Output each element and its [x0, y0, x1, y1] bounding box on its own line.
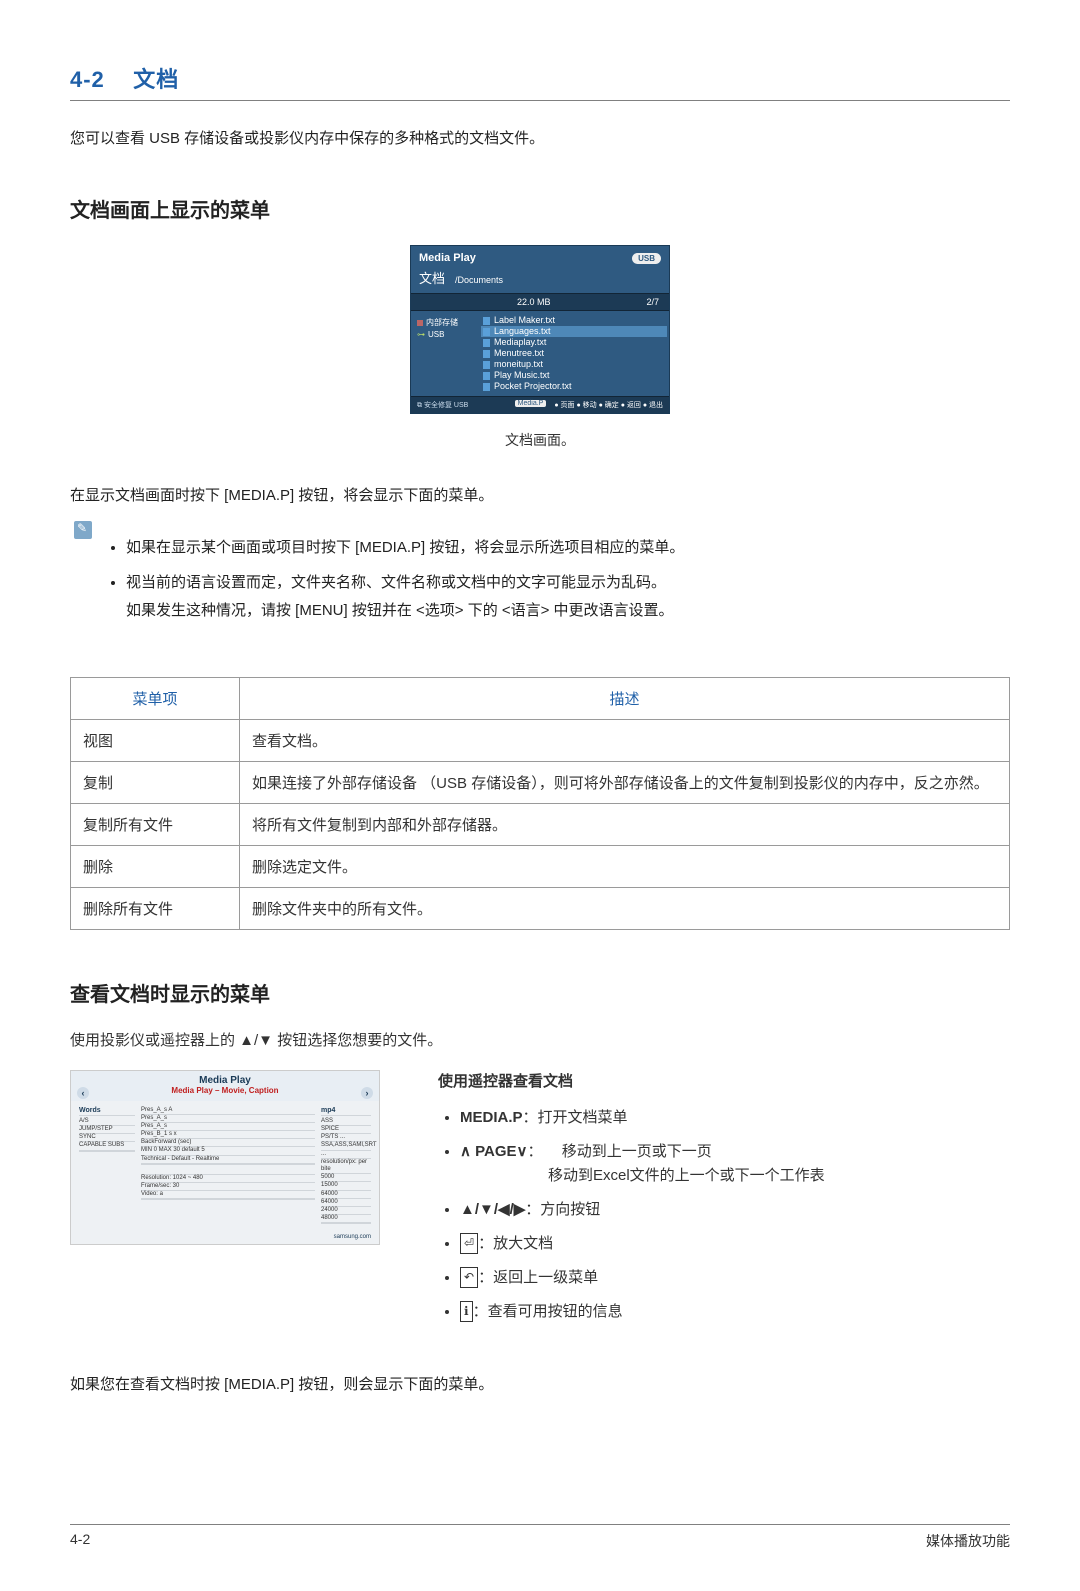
footer-pill: Media.P [515, 400, 547, 407]
remote-item: ↶：返回上一级菜单 [460, 1266, 1010, 1290]
table-row: 复制所有文件将所有文件复制到内部和外部存储器。 [71, 803, 1010, 845]
th-desc: 描述 [240, 677, 1010, 719]
section-title: 文档 [133, 67, 179, 92]
section-header: 4-2 文档 [70, 62, 1010, 101]
subheading-1: 文档画面上显示的菜单 [70, 194, 1010, 223]
pv-left-head: Words [79, 1107, 135, 1116]
cell-menu: 视图 [71, 719, 240, 761]
cell-menu: 删除 [71, 845, 240, 887]
preview-footer: samsung.com [71, 1232, 379, 1244]
document-icon [483, 317, 490, 325]
file-item: Label Maker.txt [481, 315, 667, 326]
footer-left: 4-2 [70, 1531, 90, 1551]
mediaplay-caption: 文档画面。 [505, 430, 575, 450]
note-icon [74, 521, 92, 539]
note-item: 视当前的语言设置而定，文件夹名称、文件名称或文档中的文字可能显示为乱码。如果发生… [126, 569, 684, 626]
intro-text: 您可以查看 USB 存储设备或投影仪内存中保存的多种格式的文档文件。 [70, 127, 1010, 148]
table-row: 视图查看文档。 [71, 719, 1010, 761]
footer-right: 媒体播放功能 [926, 1531, 1010, 1551]
sub2-intro: 使用投影仪或遥控器上的 ▲/▼ 按钮选择您想要的文件。 [70, 1029, 1010, 1050]
mediaplay-footer: ⧉ 安全修复 USB Media.P ● 页面 ● 移动 ● 确定 ● 返回 ●… [411, 396, 669, 413]
remote-item: ▲/▼/◀/▶：方向按钮 [460, 1198, 1010, 1222]
document-preview: Media Play Media Play – Movie, Caption ‹… [70, 1070, 380, 1339]
button-icon: ⏎ [460, 1233, 478, 1254]
next-page-icon: › [361, 1087, 373, 1099]
document-icon [483, 350, 490, 358]
document-icon [483, 339, 490, 347]
th-menu: 菜单项 [71, 677, 240, 719]
table-row: 删除所有文件删除文件夹中的所有文件。 [71, 887, 1010, 929]
cell-menu: 删除所有文件 [71, 887, 240, 929]
pv-right-head: mp4 [321, 1107, 371, 1116]
mediaplay-screenshot: Media Play USB 文档 /Documents 22.0 MB 2/7… [70, 245, 1010, 472]
size-value: 22.0 MB [517, 297, 551, 307]
section-number: 4-2 [70, 67, 105, 92]
breadcrumb-path: /Documents [455, 275, 503, 285]
file-list: Label Maker.txtLanguages.txtMediaplay.tx… [479, 311, 669, 396]
breadcrumb-category: 文档 [419, 268, 445, 287]
document-icon [483, 328, 490, 336]
table-row: 复制如果连接了外部存储设备 （USB 存储设备），则可将外部存储设备上的文件复制… [71, 761, 1010, 803]
mediaplay-breadcrumb: 文档 /Documents [411, 266, 669, 293]
remote-item: ∧ PAGE∨： 移动到上一页或下一页移动到Excel文件的上一个或下一个工作表 [460, 1140, 1010, 1188]
cell-desc: 删除选定文件。 [240, 845, 1010, 887]
file-item: Mediaplay.txt [481, 337, 667, 348]
note-item: 如果在显示某个画面或项目时按下 [MEDIA.P] 按钮，将会显示所选项目相应的… [126, 534, 684, 563]
bottom-text: 如果您在查看文档时按 [MEDIA.P] 按钮，则会显示下面的菜单。 [70, 1373, 1010, 1394]
remote-item: ℹ：查看可用按钮的信息 [460, 1300, 1010, 1324]
document-icon [483, 372, 490, 380]
body-text-1: 在显示文档画面时按下 [MEDIA.P] 按钮，将会显示下面的菜单。 [70, 484, 1010, 505]
size-row: 22.0 MB 2/7 [411, 293, 669, 311]
remote-item: MEDIA.P：打开文档菜单 [460, 1106, 1010, 1130]
remote-title: 使用遥控器查看文档 [438, 1070, 1010, 1091]
preview-title: Media Play [199, 1075, 251, 1086]
usb-badge: USB [632, 253, 661, 264]
file-item: Pocket Projector.txt [481, 381, 667, 392]
sidebar: 内部存储 ⊶USB [411, 311, 479, 396]
note-block: 如果在显示某个画面或项目时按下 [MEDIA.P] 按钮，将会显示所选项目相应的… [70, 519, 1010, 647]
document-icon [483, 383, 490, 391]
cell-desc: 将所有文件复制到内部和外部存储器。 [240, 803, 1010, 845]
file-item: Play Music.txt [481, 370, 667, 381]
page-value: 2/7 [646, 297, 659, 307]
sidebar-internal: 内部存储 [426, 317, 458, 328]
remote-item: ⏎：放大文档 [460, 1232, 1010, 1256]
cell-menu: 复制所有文件 [71, 803, 240, 845]
button-icon: ℹ [460, 1301, 473, 1322]
document-icon [483, 361, 490, 369]
prev-page-icon: ‹ [77, 1087, 89, 1099]
file-item: Languages.txt [481, 326, 667, 337]
cell-desc: 删除文件夹中的所有文件。 [240, 887, 1010, 929]
page-footer: 4-2 媒体播放功能 [70, 1524, 1010, 1551]
cell-menu: 复制 [71, 761, 240, 803]
cell-desc: 查看文档。 [240, 719, 1010, 761]
internal-icon [417, 320, 423, 326]
preview-subtitle: Media Play – Movie, Caption [71, 1086, 379, 1099]
button-icon: ↶ [460, 1267, 478, 1288]
sidebar-usb: USB [428, 330, 444, 339]
usb-icon: ⊶ [417, 330, 425, 339]
cell-desc: 如果连接了外部存储设备 （USB 存储设备），则可将外部存储设备上的文件复制到投… [240, 761, 1010, 803]
mediaplay-title: Media Play [419, 252, 476, 264]
menu-table: 菜单项 描述 视图查看文档。复制如果连接了外部存储设备 （USB 存储设备），则… [70, 677, 1010, 930]
footer-left: 安全修复 USB [424, 402, 468, 409]
file-item: moneitup.txt [481, 359, 667, 370]
subheading-2: 查看文档时显示的菜单 [70, 978, 1010, 1007]
table-row: 删除删除选定文件。 [71, 845, 1010, 887]
file-item: Menutree.txt [481, 348, 667, 359]
